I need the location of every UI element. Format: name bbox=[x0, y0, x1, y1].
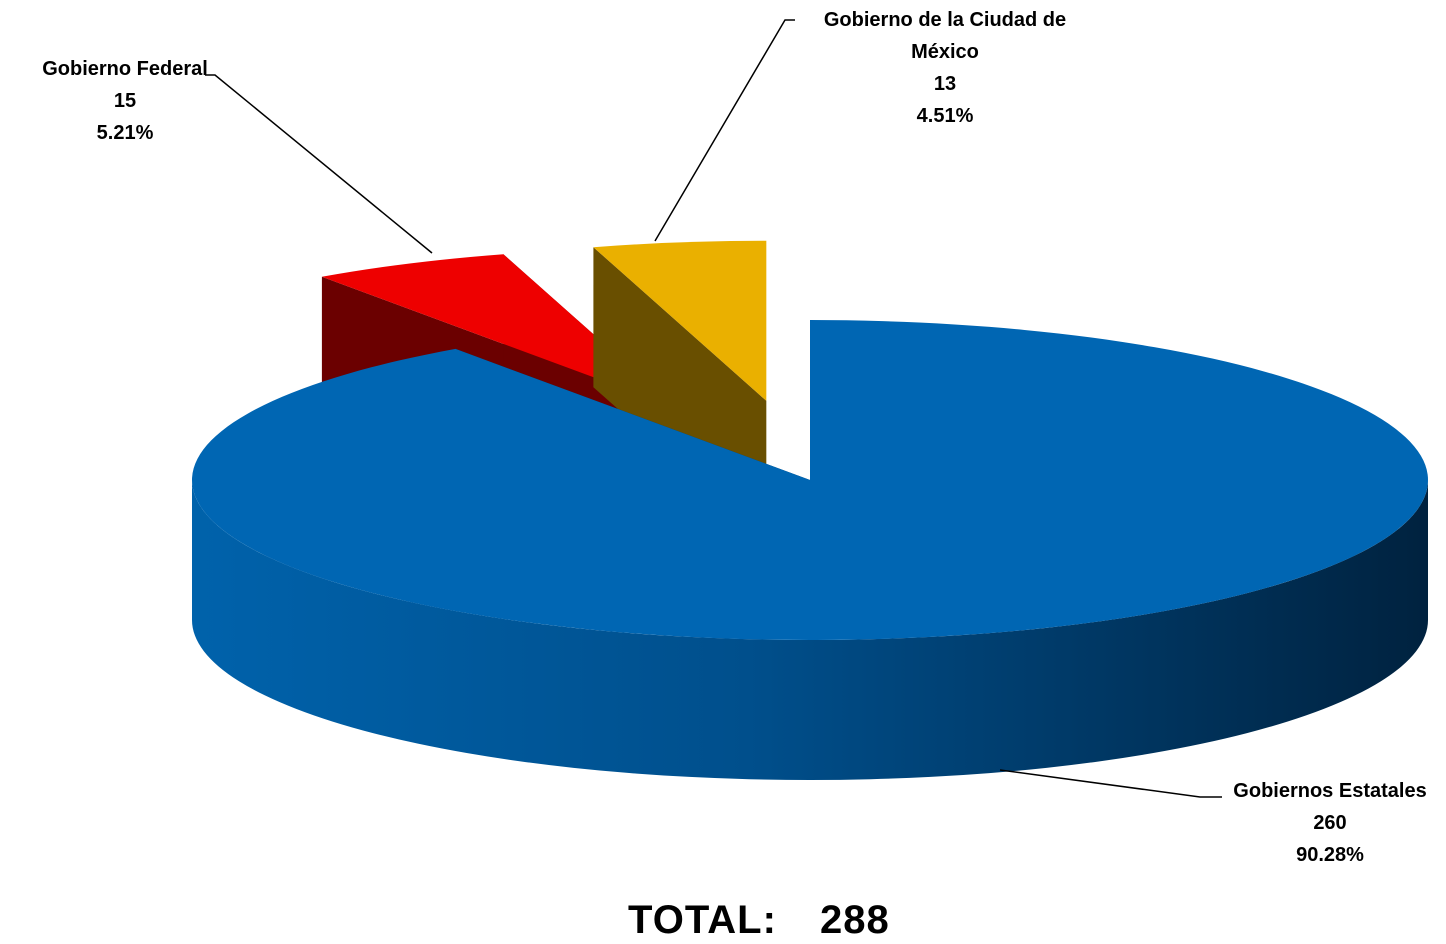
slice-label: Gobiernos Estatales 260 90.28% bbox=[1200, 775, 1446, 871]
value-label: 15 bbox=[113, 90, 137, 112]
category-label: Gobierno de la Ciudad de México bbox=[823, 9, 1067, 63]
slice-label: Gobierno Federal 15 5.21% bbox=[20, 53, 230, 149]
total-value: 288 bbox=[820, 898, 890, 942]
leader-line bbox=[654, 19, 795, 242]
leader-line bbox=[205, 74, 433, 254]
percent-label: 90.28% bbox=[1296, 844, 1364, 866]
percent-label: 4.51% bbox=[916, 105, 974, 127]
category-label: Gobiernos Estatales bbox=[1233, 780, 1427, 802]
category-label: Gobierno Federal bbox=[42, 58, 208, 80]
slice bbox=[191, 320, 1428, 780]
value-label: 13 bbox=[933, 73, 957, 95]
total-label: TOTAL: bbox=[628, 898, 777, 942]
value-label: 260 bbox=[1313, 812, 1347, 834]
leader-line bbox=[999, 769, 1222, 798]
slice-wall bbox=[192, 480, 1428, 780]
percent-label: 5.21% bbox=[96, 122, 154, 144]
slice-top bbox=[191, 320, 1428, 640]
slice-top bbox=[593, 240, 767, 401]
slice-top bbox=[321, 254, 677, 408]
slice-label: Gobierno de la Ciudad de México 13 4.51% bbox=[795, 4, 1095, 132]
